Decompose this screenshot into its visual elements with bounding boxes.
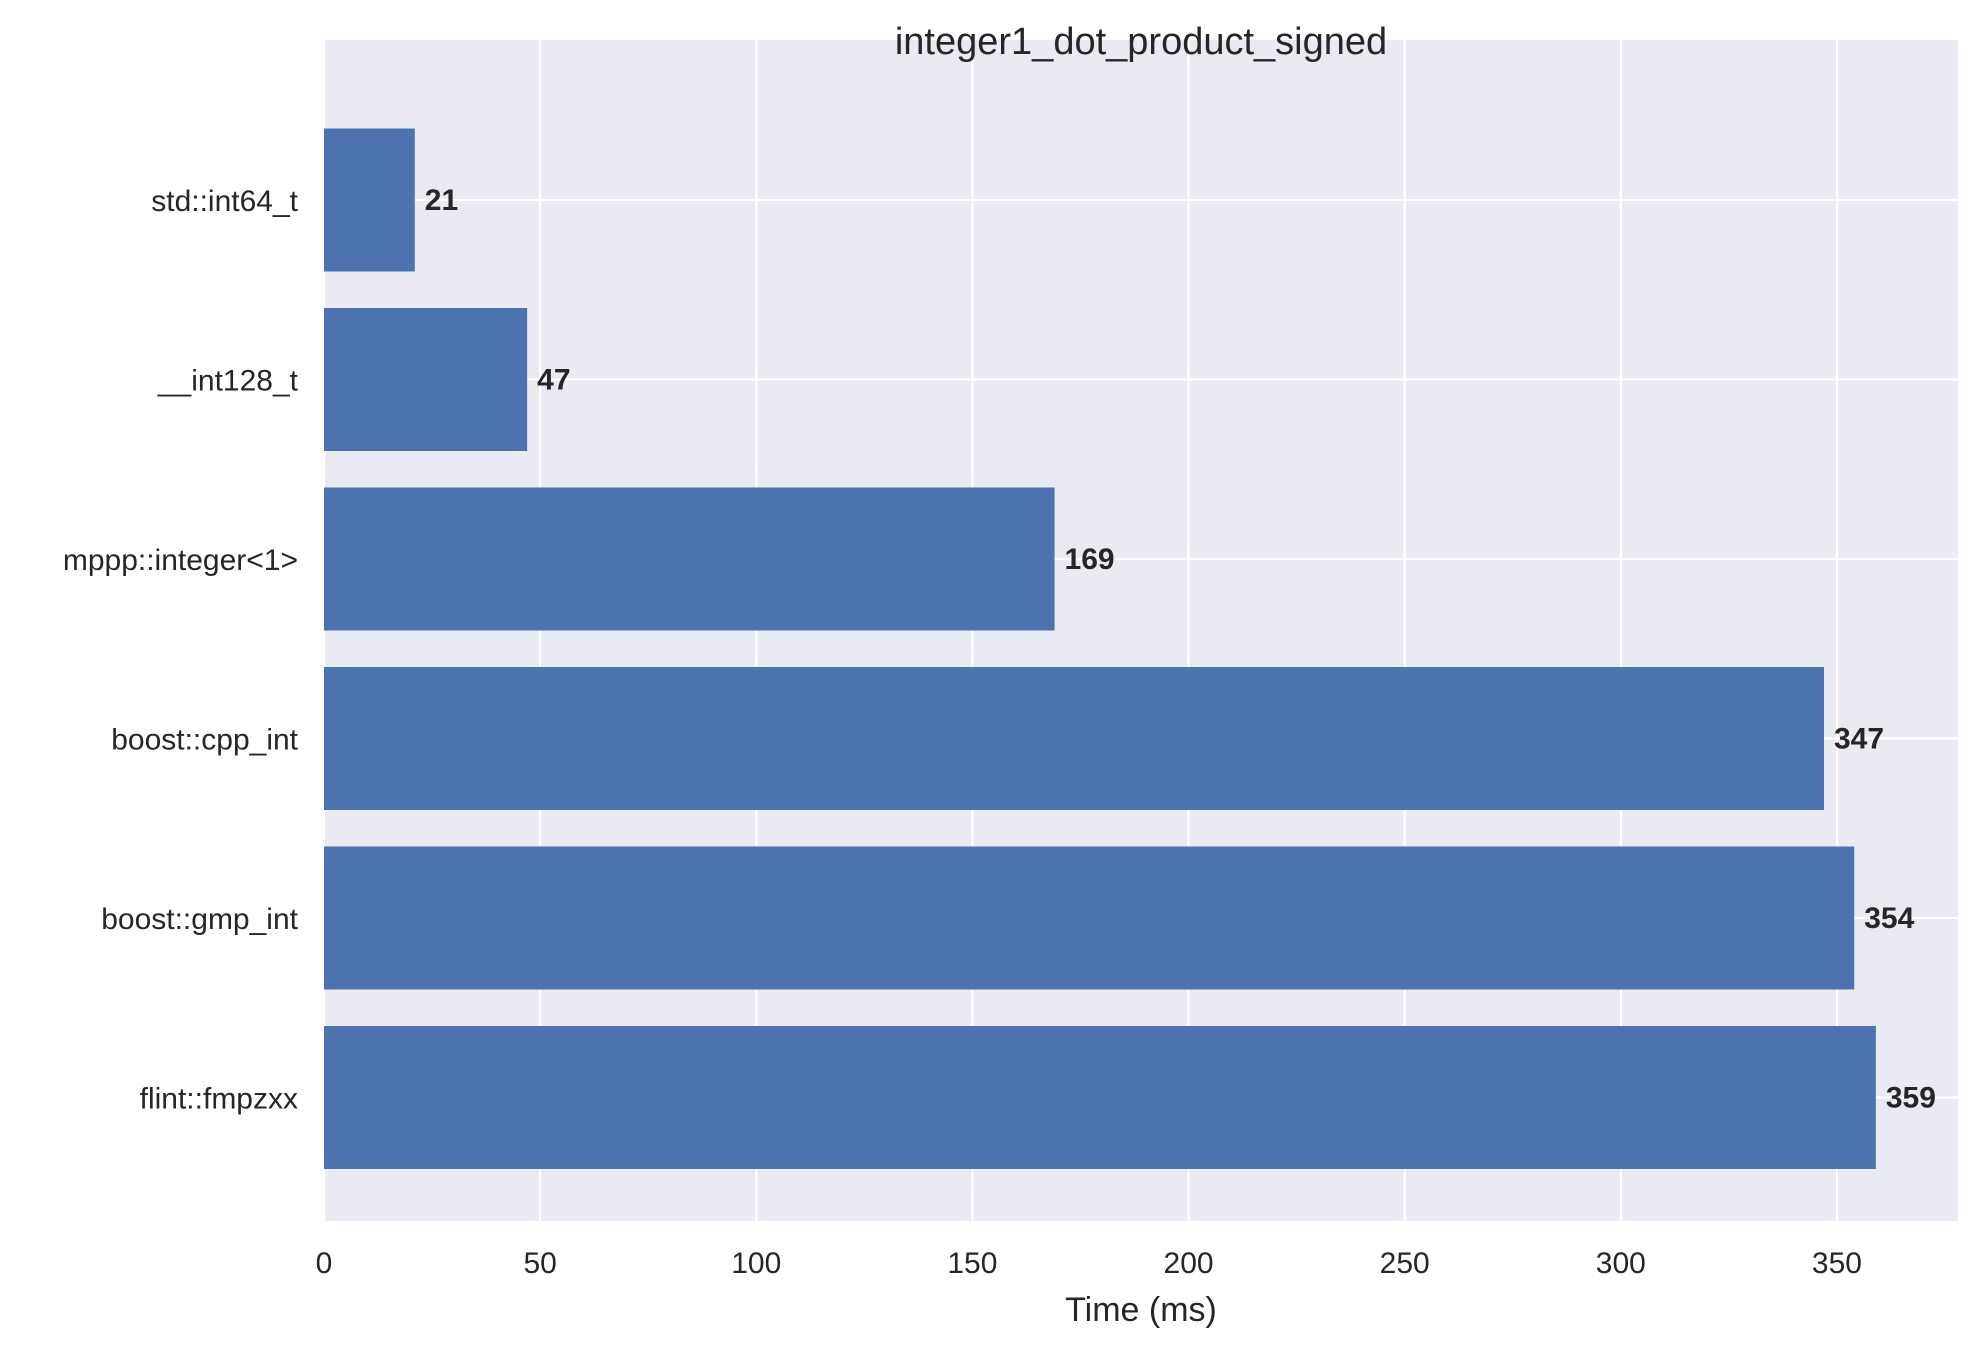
bar <box>324 667 1824 810</box>
x-tick-label: 100 <box>731 1247 781 1280</box>
bar-value-label: 347 <box>1834 723 1884 756</box>
y-tick-label: flint::fmpzxx <box>140 1083 298 1116</box>
data-labels: 21 47 169 347 354 359 <box>425 184 1936 1115</box>
x-tick-label: 50 <box>523 1247 556 1280</box>
x-tick-label: 250 <box>1380 1247 1430 1280</box>
y-tick-label: boost::cpp_int <box>111 724 298 757</box>
bar <box>324 308 528 451</box>
chart-title: integer1_dot_product_signed <box>895 21 1387 63</box>
bar <box>324 487 1055 631</box>
y-tick-label: boost::gmp_int <box>101 903 298 936</box>
y-tick-label: __int128_t <box>157 365 299 398</box>
y-tick-label: mppp::integer<1> <box>63 544 298 577</box>
bar <box>324 1026 1876 1169</box>
x-axis-tick-labels: 0 50 100 150 200 250 300 350 <box>316 1247 1862 1280</box>
bar-value-label: 354 <box>1864 902 1914 935</box>
bar <box>324 128 415 272</box>
x-tick-label: 300 <box>1596 1247 1646 1280</box>
y-axis-tick-labels: std::int64_t__int128_tmppp::integer<1>bo… <box>63 185 299 1116</box>
bar-value-label: 21 <box>425 184 458 217</box>
x-tick-label: 200 <box>1164 1247 1214 1280</box>
y-tick-label: std::int64_t <box>151 185 298 218</box>
x-axis-label: Time (ms) <box>1065 1291 1217 1329</box>
x-tick-label: 150 <box>947 1247 997 1280</box>
bar-value-label: 359 <box>1886 1082 1936 1115</box>
bar-value-label: 47 <box>537 364 570 397</box>
x-tick-label: 350 <box>1812 1247 1862 1280</box>
bar-value-label: 169 <box>1065 543 1115 576</box>
x-tick-label: 0 <box>316 1247 333 1280</box>
bar <box>324 846 1855 990</box>
bars <box>324 128 1876 1169</box>
